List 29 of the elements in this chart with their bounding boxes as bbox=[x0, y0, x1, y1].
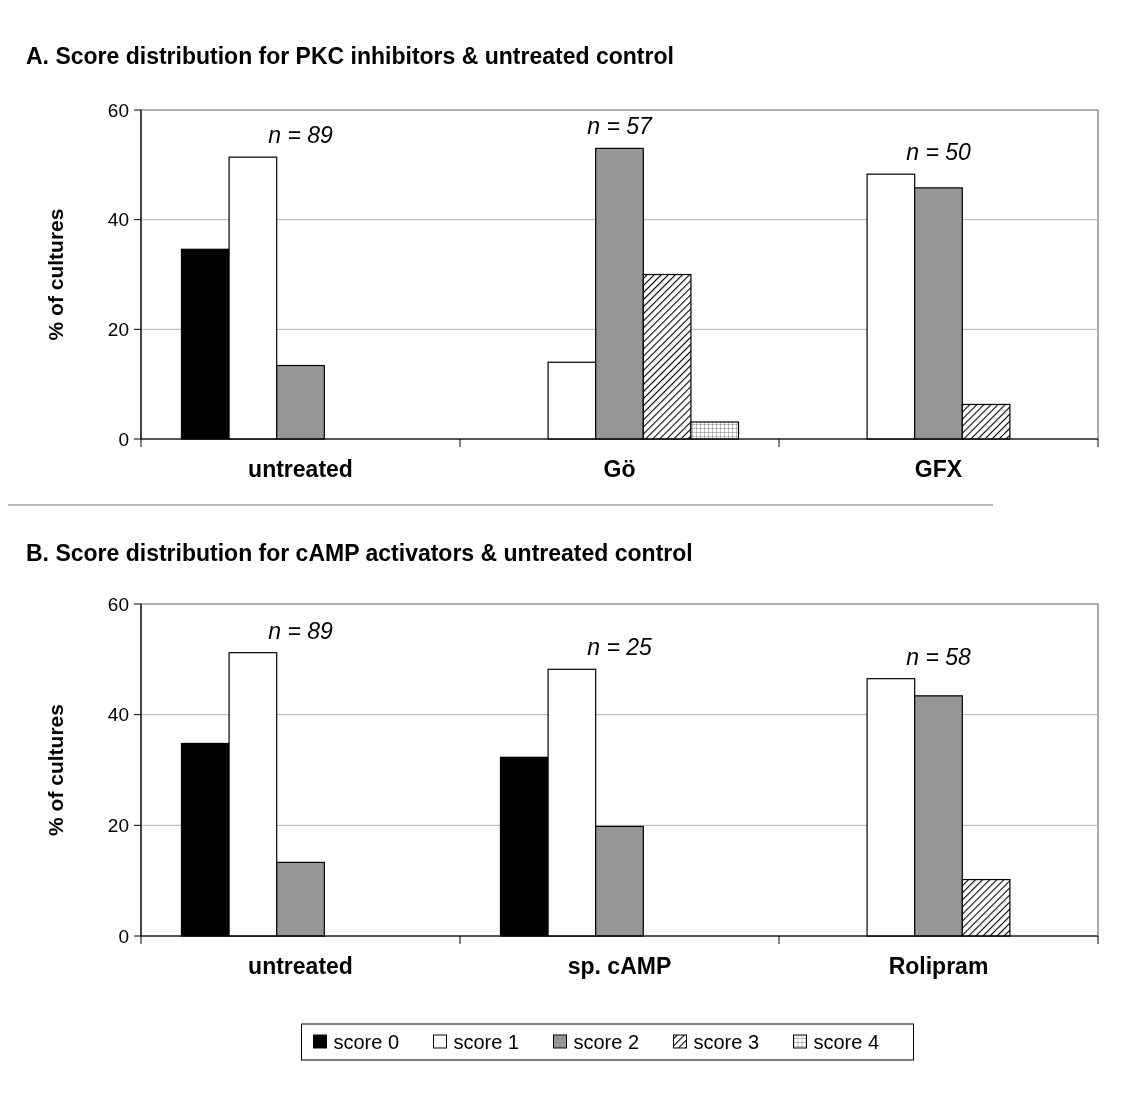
annotation: n = 50 bbox=[906, 139, 971, 166]
y-tick-label: 20 bbox=[107, 814, 129, 836]
annotation: n = 89 bbox=[268, 617, 333, 644]
x-tick-label: sp. cAMP bbox=[567, 953, 672, 979]
y-tick-label: 40 bbox=[107, 209, 129, 231]
x-tick-label: Gö bbox=[603, 456, 636, 482]
legend-label: score 4 bbox=[813, 1031, 880, 1053]
y-axis-title: % of cultures bbox=[44, 208, 67, 341]
y-tick-label: 0 bbox=[118, 925, 129, 947]
annotation: n = 57 bbox=[587, 113, 653, 140]
annotation: n = 89 bbox=[268, 122, 333, 149]
chart-title: A. Score distribution for PKC inhibitors & untreated control bbox=[26, 43, 674, 69]
y-tick-label: 40 bbox=[107, 704, 129, 726]
x-tick-label: GFX bbox=[914, 456, 963, 482]
chart-title: B. Score distribution for cAMP activators & untreated control bbox=[26, 540, 693, 566]
y-tick-label: 20 bbox=[107, 318, 129, 340]
annotation: n = 25 bbox=[587, 634, 652, 661]
legend-label: score 2 bbox=[573, 1031, 640, 1053]
y-axis-title: % of cultures bbox=[44, 704, 67, 836]
x-tick-label: untreated bbox=[248, 456, 353, 482]
annotation: n = 58 bbox=[906, 643, 971, 670]
y-tick-label: 0 bbox=[118, 428, 129, 450]
y-tick-label: 60 bbox=[107, 593, 129, 615]
x-tick-label: untreated bbox=[248, 953, 353, 979]
y-tick-label: 60 bbox=[107, 99, 129, 121]
legend-label: score 1 bbox=[453, 1031, 520, 1053]
legend-label: score 0 bbox=[333, 1031, 400, 1053]
legend-label: score 3 bbox=[693, 1031, 760, 1053]
x-tick-label: Rolipram bbox=[888, 953, 989, 979]
